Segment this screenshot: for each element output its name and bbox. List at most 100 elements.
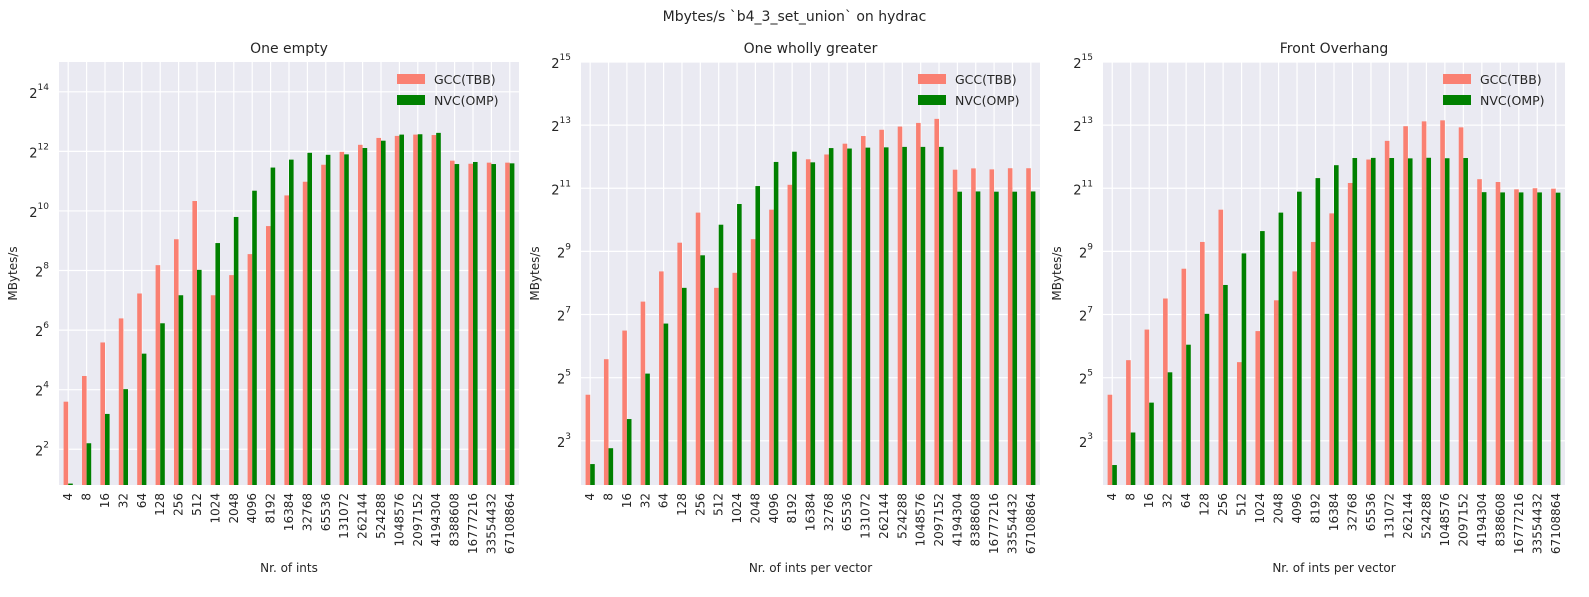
legend: GCC(TBB) NVC(OMP) <box>397 72 499 108</box>
legend: GCC(TBB) NVC(OMP) <box>1443 72 1545 108</box>
gcc-bar <box>659 271 664 485</box>
legend-swatch <box>397 74 425 84</box>
gcc-bar <box>603 359 609 485</box>
x-tick-label: 2097152 <box>932 493 946 546</box>
gcc-bar <box>486 162 492 485</box>
x-tick-label: 67108864 <box>503 493 517 554</box>
x-tick-label: 131072 <box>1382 493 1396 539</box>
y-tick-label: 23 <box>1079 432 1093 451</box>
y-tick-label: 25 <box>1079 369 1093 388</box>
gcc-bar <box>1218 209 1224 485</box>
x-tick-label: 128 <box>675 493 689 516</box>
x-tick-label: 33554432 <box>1530 493 1544 554</box>
nvc-bar <box>362 147 368 485</box>
y-tick-exponent: 6 <box>43 321 49 331</box>
gcc-bar <box>118 318 124 485</box>
nvc-bar <box>1315 178 1321 485</box>
gcc-bar <box>1366 159 1371 485</box>
gcc-bar <box>394 135 400 485</box>
y-tick-base: 2 <box>557 246 565 261</box>
x-tick-label: 32 <box>116 493 130 508</box>
y-tick-base: 2 <box>557 310 565 325</box>
gcc-bar <box>1126 360 1131 485</box>
nvc-bar <box>1463 158 1468 485</box>
x-tick-label: 4 <box>1105 493 1119 501</box>
nvc-bar <box>141 353 147 485</box>
x-tick-label: 16 <box>1142 493 1156 508</box>
gcc-bar <box>247 254 253 485</box>
x-tick-label: 16777216 <box>466 493 480 554</box>
x-tick-label: 8192 <box>264 493 278 524</box>
gcc-bar <box>63 401 69 485</box>
x-tick-label: 65536 <box>319 493 333 531</box>
gcc-bar <box>229 275 234 485</box>
x-tick-label: 524288 <box>374 493 388 539</box>
gcc-bar <box>860 136 866 485</box>
y-tick-base: 2 <box>1073 57 1081 72</box>
x-tick-label: 8388608 <box>1493 493 1507 546</box>
gcc-bar <box>339 151 345 485</box>
y-tick-label: 211 <box>551 179 571 198</box>
y-tick-label: 29 <box>1079 242 1093 261</box>
gcc-bar <box>155 265 161 485</box>
x-axis-label: Nr. of ints per vector <box>749 561 872 575</box>
legend-label: GCC(TBB) <box>1480 72 1542 87</box>
y-tick-exponent: 3 <box>565 432 571 442</box>
x-tick-label: 8388608 <box>448 493 462 546</box>
y-tick-exponent: 9 <box>1087 242 1093 252</box>
gcc-bar <box>1255 331 1261 485</box>
legend-label: NVC(OMP) <box>1480 93 1545 108</box>
nvc-bar <box>86 443 92 485</box>
x-tick-label: 2097152 <box>1456 493 1470 546</box>
y-axis-label: MBytes/s <box>528 246 542 300</box>
y-tick-label: 24 <box>35 381 49 400</box>
nvc-bar <box>1555 192 1561 485</box>
nvc-bar <box>700 255 705 485</box>
nvc-bar <box>1278 212 1284 485</box>
nvc-bar <box>737 203 742 485</box>
nvc-bar <box>252 190 257 485</box>
y-tick-exponent: 4 <box>43 381 49 391</box>
nvc-bar <box>1370 157 1376 486</box>
legend-swatch <box>918 74 946 84</box>
y-tick-exponent: 3 <box>1087 432 1093 442</box>
gcc-bar <box>1440 120 1445 486</box>
y-tick-exponent: 5 <box>565 369 571 379</box>
gcc-bar <box>787 184 793 485</box>
x-tick-label: 1048576 <box>392 493 406 546</box>
y-tick-label: 25 <box>557 369 571 388</box>
nvc-bar <box>325 154 331 486</box>
x-tick-label: 32 <box>1161 493 1175 508</box>
x-tick-label: 256 <box>1216 493 1230 516</box>
nvc-bar <box>1204 313 1210 485</box>
gcc-bar <box>1273 300 1279 485</box>
y-tick-exponent: 13 <box>1082 116 1093 126</box>
gcc-bar <box>1551 188 1556 485</box>
gcc-bar <box>1181 268 1187 485</box>
gcc-bar <box>1329 213 1334 485</box>
y-tick-exponent: 11 <box>1082 179 1093 189</box>
x-tick-label: 2048 <box>1272 493 1286 524</box>
x-tick-label: 16384 <box>804 493 818 531</box>
gcc-bar <box>585 394 591 485</box>
nvc-bar <box>957 191 962 485</box>
x-tick-label: 262144 <box>877 493 891 539</box>
nvc-bar <box>454 164 460 485</box>
gcc-bar <box>174 239 179 485</box>
nvc-bar <box>755 186 761 486</box>
y-tick-exponent: 10 <box>38 202 50 212</box>
nvc-bar <box>491 164 496 485</box>
gcc-bar <box>934 118 940 485</box>
gcc-bar <box>1458 127 1464 486</box>
y-tick-label: 27 <box>557 306 571 325</box>
x-tick-label: 16777216 <box>1512 493 1526 554</box>
nvc-bar <box>828 148 834 485</box>
x-tick-label: 8192 <box>785 493 799 524</box>
y-tick-base: 2 <box>551 183 559 198</box>
x-tick-label: 32768 <box>822 493 836 531</box>
legend-swatch <box>1443 74 1471 84</box>
gcc-bar <box>879 129 884 485</box>
nvc-bar <box>939 146 944 485</box>
y-tick-label: 213 <box>1073 116 1093 135</box>
